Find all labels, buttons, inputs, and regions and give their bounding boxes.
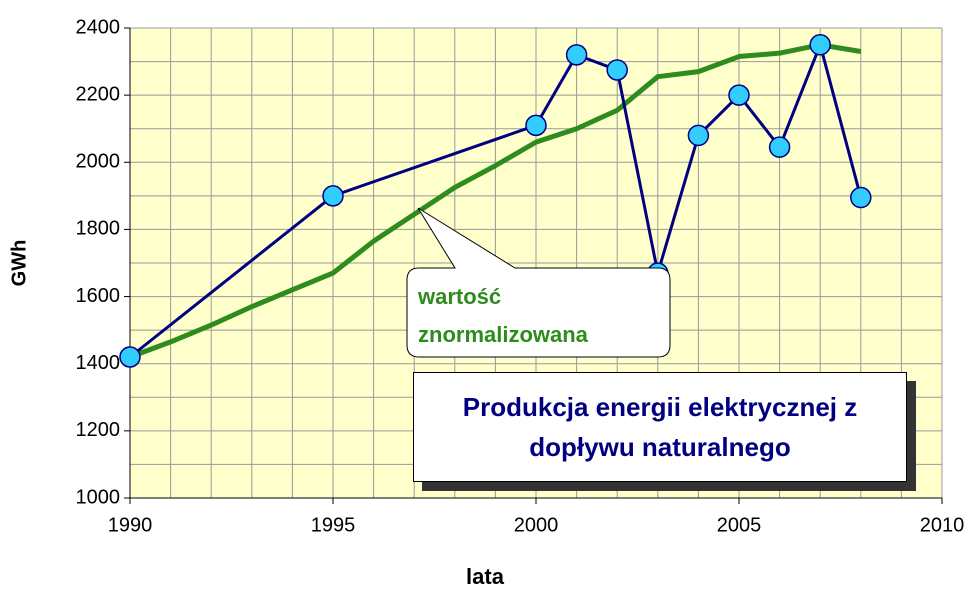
y-tick-label: 1000 bbox=[76, 486, 121, 508]
y-tick-label: 1800 bbox=[76, 218, 121, 240]
marker bbox=[768, 136, 791, 158]
y-tick-label: 2400 bbox=[76, 16, 121, 38]
x-axis-label: lata bbox=[466, 564, 505, 589]
marker bbox=[565, 44, 588, 66]
title-box: Produkcja energii elektrycznej z dopływu… bbox=[413, 372, 907, 482]
chart-title: Produkcja energii elektrycznej z dopływu… bbox=[462, 392, 858, 462]
x-tick-label: 2000 bbox=[514, 514, 559, 536]
callout bbox=[406, 207, 671, 358]
y-tick-label: 1600 bbox=[76, 285, 121, 307]
y-tick-label: 2200 bbox=[76, 83, 121, 105]
y-axis-label: GWh bbox=[8, 240, 30, 287]
x-tick-label: 1990 bbox=[108, 514, 153, 536]
series-line bbox=[129, 42, 862, 360]
marker bbox=[850, 186, 872, 209]
x-tick-label: 2010 bbox=[920, 514, 965, 536]
x-tick-label: 1995 bbox=[311, 514, 356, 536]
marker bbox=[809, 34, 831, 56]
marker bbox=[322, 185, 344, 207]
marker bbox=[728, 84, 750, 106]
marker bbox=[606, 59, 628, 81]
marker bbox=[119, 346, 141, 368]
y-tick-label: 1400 bbox=[76, 352, 121, 374]
marker bbox=[687, 124, 710, 147]
y-tick-label: 2000 bbox=[76, 151, 121, 173]
y-tick-label: 1200 bbox=[76, 419, 121, 441]
legend-label: wartość znormalizowana bbox=[418, 284, 588, 347]
x-tick-label: 2005 bbox=[717, 514, 762, 536]
marker bbox=[525, 114, 547, 137]
